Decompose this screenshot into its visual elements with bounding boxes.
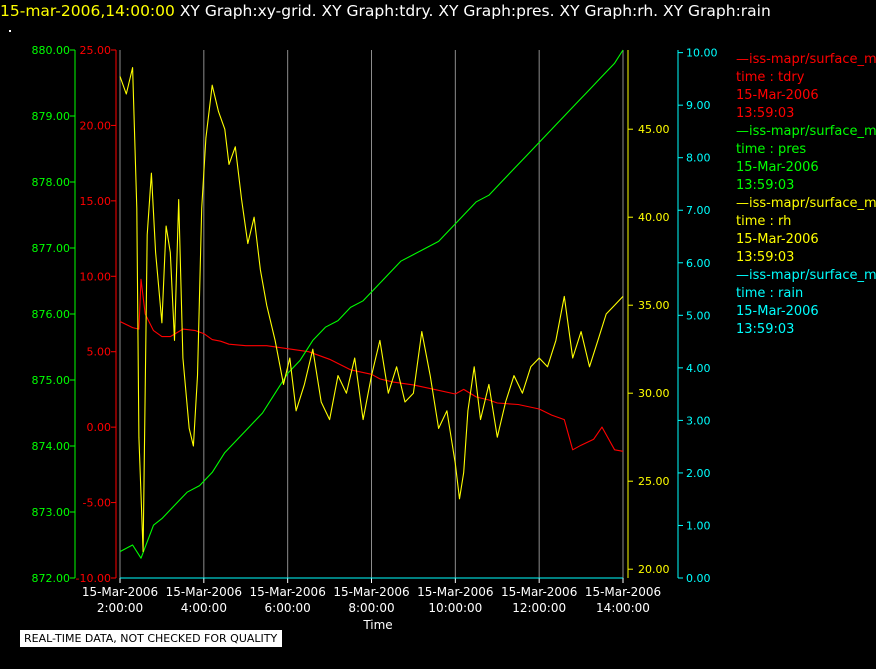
legend-field: time : rain	[736, 286, 804, 301]
legend-time: 13:59:03	[736, 106, 795, 121]
x-tick-time: 14:00:00	[596, 601, 650, 615]
x-tick-time: 6:00:00	[265, 601, 311, 615]
series-rh-line	[119, 67, 624, 553]
tdry-tick-label: 20.00	[80, 119, 112, 132]
pres-tick-label: 876.00	[32, 308, 71, 321]
pres-tick-label: 872.00	[32, 572, 71, 585]
legend-time: 13:59:03	[736, 178, 795, 193]
pres-tick-label: 874.00	[32, 440, 71, 453]
tdry-tick-label: 25.00	[80, 44, 112, 57]
rh-tick-label: 25.00	[638, 475, 670, 488]
tdry-tick-label: 15.00	[80, 195, 112, 208]
rain-tick-label: 3.00	[686, 414, 711, 427]
x-tick-time: 12:00:00	[512, 601, 566, 615]
rain-tick-label: 10.00	[686, 47, 718, 60]
legend-date: 15-Mar-2006	[736, 160, 819, 175]
x-tick-time: 10:00:00	[428, 601, 482, 615]
rh-tick-label: 20.00	[638, 563, 670, 576]
title-bar: 15-mar-2006,14:00:00 XY Graph:xy-grid. X…	[0, 2, 771, 24]
rh-tick-label: 30.00	[638, 387, 670, 400]
quality-disclaimer: REAL-TIME DATA, NOT CHECKED FOR QUALITY	[20, 630, 283, 647]
rain-tick-label: 6.00	[686, 257, 711, 270]
legend-source: —iss-mapr/surface_m	[736, 52, 876, 67]
tdry-tick-label: 0.00	[87, 421, 112, 434]
tdry-tick-label: 5.00	[87, 346, 112, 359]
pres-tick-label: 877.00	[32, 242, 71, 255]
pres-tick-label: 880.00	[32, 44, 71, 57]
rain-tick-label: 1.00	[686, 519, 711, 532]
legend-field: time : tdry	[736, 70, 805, 85]
rain-tick-label: 2.00	[686, 467, 711, 480]
legend-source: —iss-mapr/surface_m	[736, 124, 876, 139]
rh-tick-label: 40.00	[638, 211, 670, 224]
x-tick-date: 15-Mar-2006	[333, 585, 409, 599]
rh-tick-label: 45.00	[638, 123, 670, 136]
x-tick-date: 15-Mar-2006	[166, 585, 242, 599]
x-tick-date: 15-Mar-2006	[501, 585, 577, 599]
tdry-tick-label: -10.00	[76, 572, 111, 585]
rain-tick-label: 0.00	[686, 572, 711, 585]
title-time: 15-mar-2006,14:00:00	[0, 2, 175, 20]
series-tdry-line	[119, 278, 624, 452]
pres-tick-label: 873.00	[32, 506, 71, 519]
rain-tick-label: 7.00	[686, 204, 711, 217]
rh-tick-label: 35.00	[638, 299, 670, 312]
x-tick-time: 2:00:00	[97, 601, 143, 615]
legend-source: —iss-mapr/surface_m	[736, 196, 876, 211]
x-tick-date: 15-Mar-2006	[249, 585, 325, 599]
rain-tick-label: 4.00	[686, 362, 711, 375]
legend-source: —iss-mapr/surface_m	[736, 268, 876, 283]
tdry-tick-label: -5.00	[83, 497, 111, 510]
legend-date: 15-Mar-2006	[736, 88, 819, 103]
x-axis-label: Time	[362, 618, 392, 632]
pres-tick-label: 879.00	[32, 110, 71, 123]
rain-tick-label: 8.00	[686, 152, 711, 165]
legend-field: time : pres	[736, 142, 807, 157]
legend-time: 13:59:03	[736, 250, 795, 265]
rain-tick-label: 9.00	[686, 99, 711, 112]
legend-date: 15-Mar-2006	[736, 304, 819, 319]
legend-date: 15-Mar-2006	[736, 232, 819, 247]
x-tick-date: 15-Mar-2006	[585, 585, 661, 599]
legend-time: 13:59:03	[736, 322, 795, 337]
x-tick-time: 8:00:00	[348, 601, 394, 615]
series-pres-line	[119, 49, 624, 559]
cursor-dot	[9, 30, 11, 32]
title-graph-list: XY Graph:xy-grid. XY Graph:tdry. XY Grap…	[179, 2, 771, 20]
x-tick-date: 15-Mar-2006	[82, 585, 158, 599]
rain-tick-label: 5.00	[686, 309, 711, 322]
x-tick-date: 15-Mar-2006	[417, 585, 493, 599]
pres-tick-label: 875.00	[32, 374, 71, 387]
tdry-tick-label: 10.00	[80, 270, 112, 283]
x-tick-time: 4:00:00	[181, 601, 227, 615]
legend-field: time : rh	[736, 214, 792, 229]
pres-tick-label: 878.00	[32, 176, 71, 189]
